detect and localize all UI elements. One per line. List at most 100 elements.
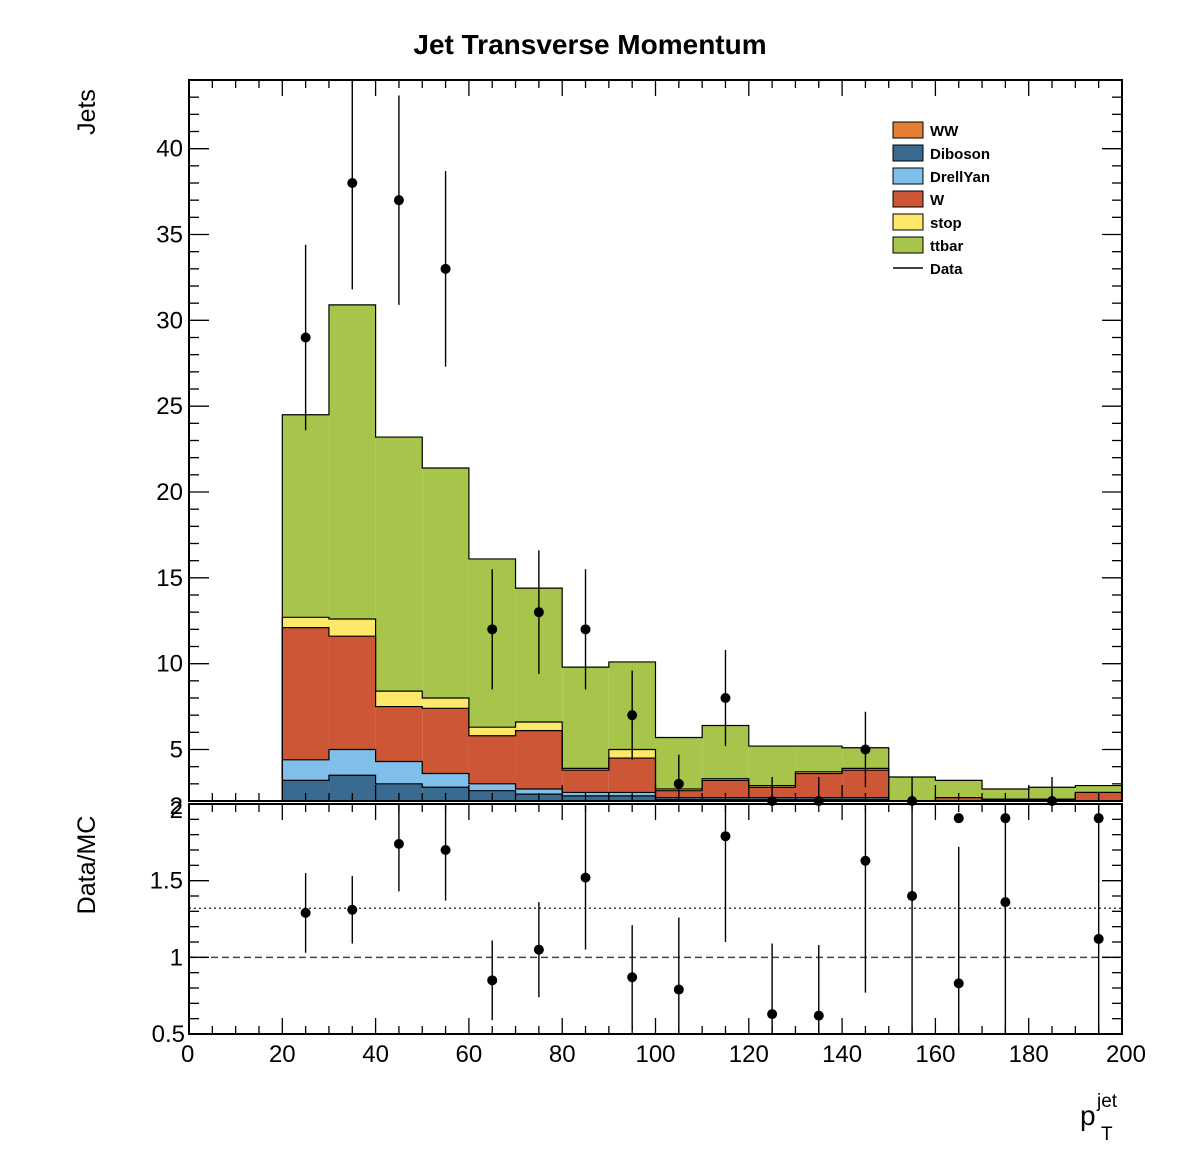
bar-stop-60 [468,727,516,736]
ratio-point [673,984,684,995]
legend-label: WW [930,123,959,140]
ratio-y-tick-label-bottom: 0.5 [152,1021,185,1048]
lower-panel: 1 1.5 2 0.5 Data/MC [73,797,1123,1048]
bar-stop-50 [422,698,469,709]
upper-axis-ticks [188,79,1123,802]
ratio-point [487,975,498,986]
data-point [720,693,731,703]
ratio-y-tick-label: 2 [170,797,183,824]
x-tick-label: 60 [456,1041,483,1068]
legend-entry-ttbar: ttbar [892,236,963,255]
lower-y-axis-title: Data/MC [73,816,101,915]
legend-label: Data [930,261,963,278]
y-tick-label: 30 [156,307,183,334]
ratio-y-tick-label: 1 [170,944,183,971]
data-point [673,778,684,789]
x-tick-label: 80 [549,1041,576,1068]
bar-drellyan-40 [375,761,423,784]
y-tick-label: 10 [156,651,183,678]
ratio-point [440,845,451,855]
ratio-points [300,804,1104,1034]
outline-ttbar [189,304,1122,802]
legend-entry-diboson: Diboson [892,144,990,163]
lower-axis-ticks [188,803,1123,1035]
bar-w-40 [375,706,423,762]
bar-w-60 [468,735,516,784]
ratio-point [347,904,358,915]
bar-stop-110 [702,778,749,781]
bar-drellyan-50 [422,773,469,788]
bar-stop-80 [562,768,609,771]
y-tick-label: 5 [170,737,183,764]
ratio-point [1093,933,1104,944]
x-tick-label: 120 [729,1041,769,1068]
legend-entry-w: W [892,190,945,209]
bar-drellyan-60 [468,783,516,791]
lower-y-tick-labels: 1 1.5 2 0.5 [150,797,185,1048]
upper-frame [188,79,1123,802]
ratio-point [1000,897,1011,908]
data-point [953,813,964,824]
legend-label: ttbar [930,238,963,255]
x-tick-label: 180 [1009,1041,1049,1068]
x-axis-title-superscript: jet [1096,1091,1118,1112]
x-axis-title-subscript: T [1101,1124,1113,1145]
y-tick-label: 20 [156,479,183,506]
data-point [440,263,451,274]
bar-ttbar-130 [795,746,843,772]
chart-title: Jet Transverse Momentum [413,29,766,60]
bar-w-80 [562,770,609,793]
legend-entry-drellyan: DrellYan [892,167,990,186]
bar-ttbar-190 [1075,785,1122,793]
x-tick-label: 0 [181,1041,194,1068]
legend-entry-stop: stop [892,213,962,232]
data-point [347,178,358,188]
ratio-point [860,855,871,866]
legend-label: Diboson [930,146,990,163]
bar-stop-70 [515,722,563,731]
data-point [487,624,498,635]
ratio-point [533,944,544,955]
legend-entry-ww: WW [892,121,959,140]
legend-label: DrellYan [930,169,990,186]
y-tick-label: 25 [156,393,183,420]
bar-diboson-40 [375,783,423,801]
y-tick-label-bottom: 2 [170,793,183,820]
ratio-y-tick-label: 1.5 [150,868,183,895]
data-point [533,607,544,618]
bar-drellyan-70 [515,788,563,795]
bar-ttbar-160 [935,780,983,798]
ratio-point [907,891,918,901]
x-tick-label: 40 [362,1041,389,1068]
ratio-point [580,872,591,883]
ratio-point [953,978,964,989]
legend-swatch [892,213,924,231]
stacked-histogram [189,304,1122,802]
upper-y-axis-title: Jets [73,89,101,135]
bar-stop-20 [282,617,329,628]
lower-frame [188,803,1123,1035]
x-tick-label: 20 [269,1041,296,1068]
legend-swatch [892,236,924,254]
legend-entry-data: Data [893,261,963,278]
bar-w-110 [702,780,749,798]
y-tick-label: 35 [156,222,183,249]
ratio-point [627,972,638,983]
bar-ttbar-50 [422,467,469,698]
bar-w-50 [422,708,469,774]
x-tick-label: 200 [1106,1041,1146,1068]
bar-w-20 [282,627,329,760]
bar-stop-40 [375,691,423,707]
bar-stop-130 [795,771,843,774]
bar-drellyan-20 [282,759,329,781]
bar-diboson-20 [282,780,329,801]
ratio-point [393,838,404,849]
legend-label: stop [930,215,962,232]
bar-w-30 [328,636,376,750]
bar-drellyan-30 [328,749,376,776]
x-tick-label: 140 [822,1041,862,1068]
bar-stop-30 [328,619,376,637]
legend-swatch [892,167,924,185]
